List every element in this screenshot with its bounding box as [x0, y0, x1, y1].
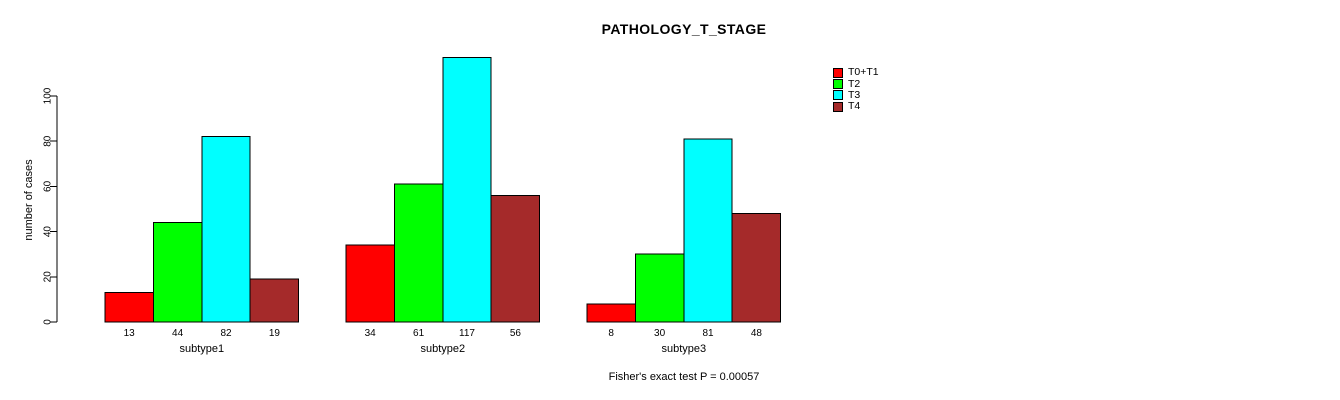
legend-swatch-T0+T1 [833, 67, 843, 78]
y-tick-label: 0 [43, 319, 54, 325]
bar-value-label: 30 [654, 328, 666, 339]
y-tick-label: 100 [43, 87, 54, 104]
bar-value-label: 8 [608, 328, 614, 339]
bar-T0+T1-subtype1 [104, 292, 154, 323]
y-tick-label: 20 [43, 271, 54, 283]
bar-T3-subtype2 [442, 57, 492, 323]
bar-T2-subtype3 [634, 253, 685, 323]
bar-value-label: 48 [751, 328, 763, 339]
legend-item-T4: T4 [833, 101, 879, 112]
legend-item-T3: T3 [833, 90, 879, 101]
chart-title: PATHOLOGY_T_STAGE [601, 21, 767, 37]
legend-label: T4 [848, 100, 861, 113]
annotation-text: Fisher's exact test P = 0.00057 [608, 371, 760, 383]
legend-swatch-T4 [833, 101, 843, 112]
bar-value-label: 13 [124, 328, 136, 339]
bar-value-label: 117 [459, 328, 475, 339]
y-tick-label: 60 [43, 180, 54, 192]
category-label: subtype3 [661, 343, 706, 355]
bar-value-label: 34 [365, 328, 377, 339]
legend-label: T3 [848, 88, 861, 101]
bar-T3-subtype3 [683, 138, 733, 323]
legend-swatch-T2 [833, 78, 843, 89]
bar-T0+T1-subtype3 [586, 303, 636, 323]
bar-value-label: 61 [413, 328, 425, 339]
bar-value-label: 81 [702, 328, 714, 339]
bar-T4-subtype2 [490, 194, 541, 323]
legend-label: T2 [848, 77, 861, 90]
legend-swatch-T3 [833, 90, 843, 101]
y-tick-label: 80 [43, 135, 54, 147]
bar-value-label: 44 [172, 328, 184, 339]
bar-value-label: 82 [220, 328, 232, 339]
y-tick-label: 40 [43, 226, 54, 238]
legend: T0+T1 T2 T3 T4 [833, 67, 879, 112]
bar-T4-subtype1 [249, 278, 300, 323]
bar-T3-subtype1 [201, 136, 251, 323]
category-label: subtype1 [179, 343, 224, 355]
bar-T2-subtype1 [152, 222, 203, 323]
bar-T2-subtype2 [393, 183, 444, 323]
bar-T0+T1-subtype2 [345, 244, 395, 323]
legend-item-T0+T1: T0+T1 [833, 67, 879, 78]
legend-item-T2: T2 [833, 78, 879, 89]
bar-value-label: 19 [269, 328, 281, 339]
bar-value-label: 56 [510, 328, 522, 339]
category-label: subtype2 [420, 343, 465, 355]
legend-label: T0+T1 [848, 66, 879, 79]
bar-T4-subtype3 [731, 213, 782, 323]
